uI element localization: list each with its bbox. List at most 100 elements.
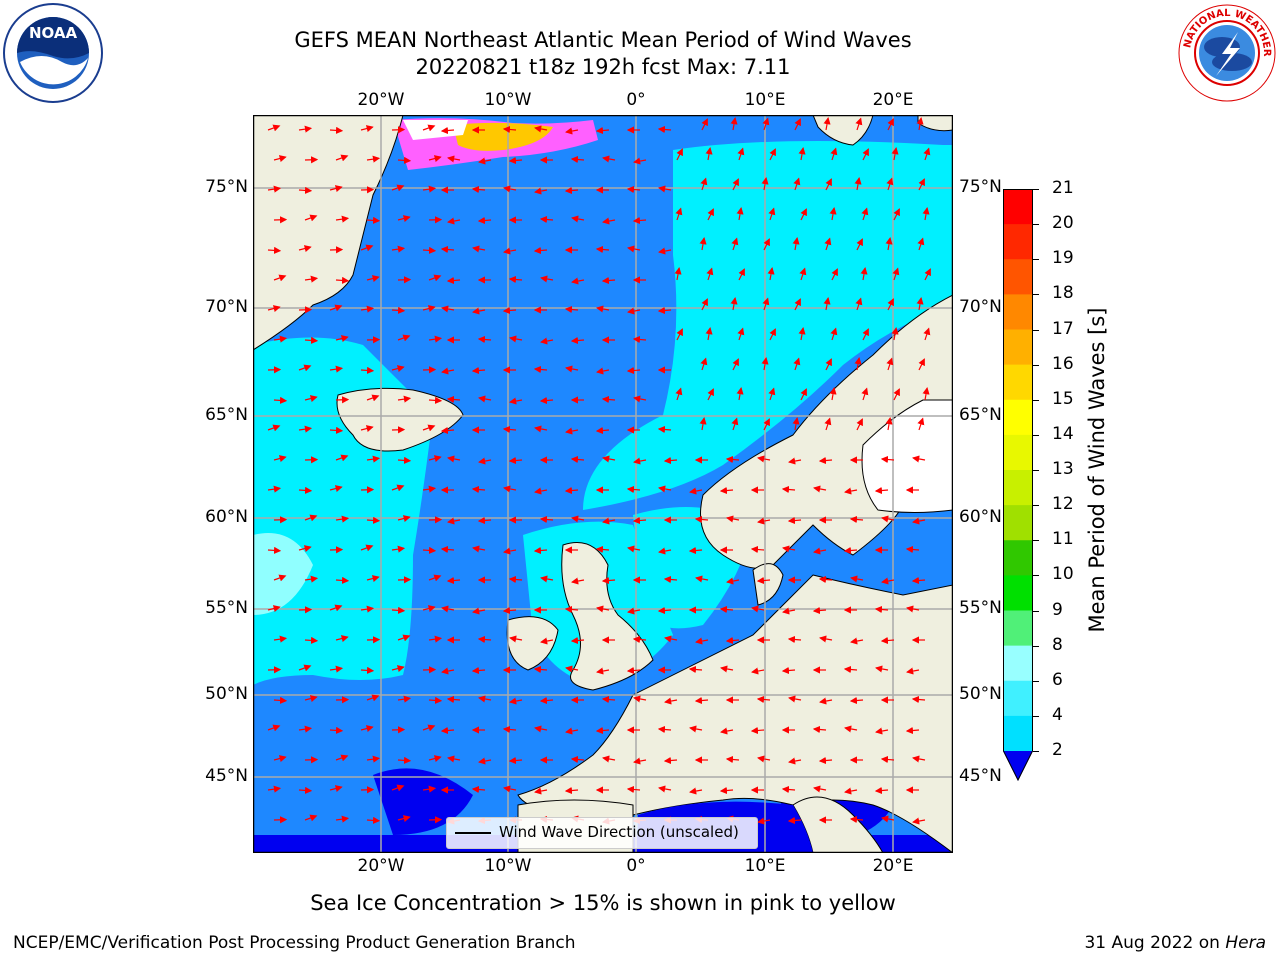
- wave-direction-arrow: [428, 155, 442, 163]
- wave-direction-arrow: [503, 547, 517, 555]
- wave-direction-arrow: [923, 147, 931, 161]
- wave-direction-arrow: [564, 605, 579, 614]
- wave-direction-arrow: [823, 117, 831, 131]
- wave-direction-arrow: [798, 327, 806, 341]
- wave-direction-arrow: [472, 545, 486, 553]
- wave-direction-arrow: [850, 575, 864, 583]
- wave-direction-arrow: [819, 635, 833, 643]
- wave-direction-arrow: [736, 387, 744, 401]
- wave-direction-arrow: [880, 636, 895, 645]
- wave-direction-arrow: [360, 366, 375, 374]
- wave-direction-arrow: [922, 207, 930, 221]
- colorbar-segment: [1003, 610, 1033, 647]
- wave-direction-arrow: [422, 246, 437, 254]
- wave-direction-arrow: [812, 606, 827, 615]
- wave-direction-arrow: [391, 606, 406, 614]
- wave-direction-arrow: [658, 247, 672, 255]
- wave-direction-arrow: [422, 124, 436, 132]
- wave-direction-arrow: [565, 727, 579, 735]
- lat-label-right: 75°N: [959, 177, 1002, 197]
- wave-direction-arrow: [447, 517, 461, 525]
- lon-label-bottom: 10°E: [744, 856, 786, 876]
- wave-direction-arrow: [658, 185, 672, 193]
- wave-direction-arrow: [360, 305, 375, 313]
- wave-direction-arrow: [329, 485, 343, 493]
- wave-direction-arrow: [781, 485, 796, 494]
- wave-direction-arrow: [397, 395, 412, 403]
- wave-direction-arrow: [502, 425, 517, 434]
- wave-direction-arrow: [632, 635, 647, 644]
- lat-label-left: 75°N: [205, 177, 248, 197]
- wave-direction-arrow: [885, 237, 893, 251]
- lat-label-left: 60°N: [205, 507, 248, 527]
- wave-direction-arrow: [533, 246, 548, 255]
- wave-direction-arrow: [477, 635, 492, 644]
- wave-direction-arrow: [633, 157, 647, 165]
- wave-direction-arrow: [502, 725, 517, 734]
- colorbar-tick-label: 6: [1052, 669, 1063, 690]
- wave-direction-arrow: [509, 397, 523, 405]
- wave-direction-arrow: [602, 517, 616, 525]
- colorbar-segment: [1003, 224, 1033, 260]
- wave-direction-arrow: [688, 546, 703, 555]
- colorbar-segment: [1003, 364, 1033, 401]
- wave-direction-arrow: [477, 335, 492, 344]
- colorbar-segment: [1003, 189, 1033, 225]
- noaa-logo: NOAA: [3, 3, 103, 103]
- wave-direction-arrow: [477, 216, 492, 225]
- wave-direction-arrow: [676, 148, 683, 161]
- colorbar-tick: [1033, 715, 1039, 717]
- wave-direction-arrow: [447, 755, 461, 763]
- wave-direction-arrow: [881, 515, 895, 523]
- wave-direction-arrow: [658, 785, 672, 793]
- lon-label-bottom: 0°: [626, 856, 646, 876]
- lon-label-top: 20°W: [357, 90, 405, 110]
- wave-direction-arrow: [273, 155, 287, 163]
- wave-direction-arrow: [793, 177, 801, 191]
- wave-direction-arrow: [329, 304, 343, 312]
- wave-direction-arrow: [508, 756, 523, 765]
- wave-direction-arrow: [267, 724, 281, 732]
- wave-direction-arrow: [849, 815, 864, 824]
- wave-direction-arrow: [391, 365, 405, 373]
- wave-direction-arrow: [298, 486, 313, 494]
- wave-direction-arrow: [329, 665, 344, 673]
- wave-direction-arrow: [782, 607, 796, 615]
- wave-direction-arrow: [768, 387, 776, 401]
- wave-direction-arrow: [267, 785, 282, 793]
- colorbar-tick: [1033, 259, 1039, 261]
- wave-direction-arrow: [596, 605, 610, 613]
- colorbar-tick-label: 20: [1052, 213, 1074, 234]
- wave-direction-arrow: [602, 455, 616, 463]
- wave-direction-arrow: [602, 755, 616, 763]
- wave-direction-arrow: [788, 695, 802, 703]
- wave-direction-arrow: [633, 457, 647, 465]
- wave-direction-arrow: [880, 455, 895, 464]
- wave-direction-arrow: [767, 267, 775, 281]
- wave-direction-arrow: [769, 148, 776, 161]
- wave-direction-arrow: [751, 667, 765, 675]
- wave-direction-arrow: [391, 484, 405, 492]
- wave-direction-arrow: [335, 515, 350, 523]
- wave-direction-arrow: [335, 576, 350, 584]
- wave-direction-arrow: [304, 695, 318, 703]
- wave-direction-arrow: [360, 544, 374, 552]
- wave-direction-arrow: [633, 395, 647, 403]
- wave-direction-arrow: [720, 665, 734, 673]
- wave-direction-arrow: [726, 577, 740, 585]
- colorbar-tick: [1033, 645, 1039, 647]
- wave-direction-arrow: [571, 215, 585, 223]
- colorbar-tick: [1033, 189, 1039, 190]
- wave-direction-arrow: [304, 214, 318, 222]
- colorbar-segment: [1003, 505, 1033, 541]
- wave-direction-arrow: [763, 418, 770, 431]
- colorbar-tick-label: 15: [1052, 388, 1074, 409]
- wave-direction-arrow: [273, 755, 287, 763]
- wave-direction-arrow: [893, 208, 900, 221]
- wave-direction-arrow: [726, 515, 740, 523]
- wave-direction-arrow: [447, 155, 461, 163]
- wave-direction-arrow: [502, 606, 517, 615]
- wave-direction-arrow: [917, 237, 925, 251]
- wave-direction-arrow: [626, 185, 641, 194]
- wave-direction-arrow: [534, 725, 548, 733]
